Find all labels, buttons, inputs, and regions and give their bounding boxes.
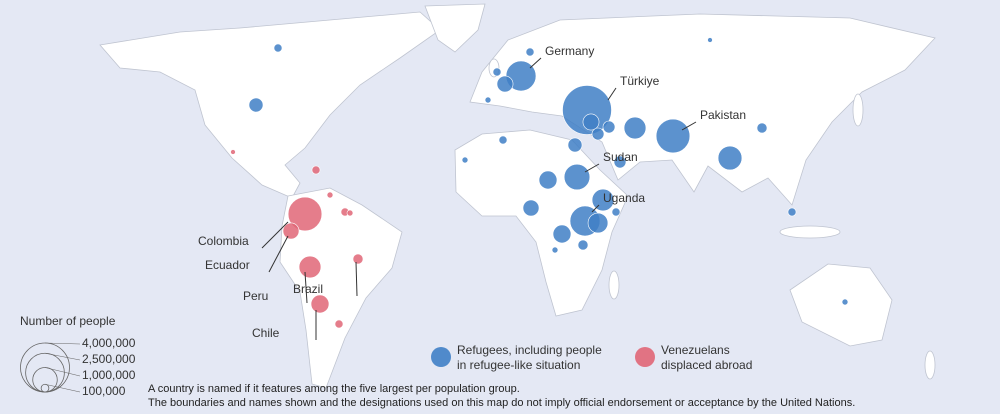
bubble (311, 165, 321, 175)
bubble (552, 224, 572, 244)
country-label: Colombia (198, 234, 249, 248)
bubble (282, 222, 300, 240)
leader-line (261, 221, 289, 249)
bubble (623, 116, 647, 140)
leader-line (529, 57, 542, 69)
note: The boundaries and names shown and the d… (148, 397, 855, 409)
size-legend-leader (44, 342, 81, 345)
country-label: Ecuador (205, 258, 250, 272)
bubble (587, 212, 609, 234)
bubble (461, 156, 469, 164)
leader-line (681, 121, 697, 131)
country-label: Brazil (293, 282, 323, 296)
bubble (496, 75, 514, 93)
size-legend-label: 4,000,000 (82, 336, 136, 350)
size-legend-label: 1,000,000 (82, 368, 136, 382)
bubble (334, 319, 344, 329)
bubble (352, 253, 364, 265)
japan (852, 93, 864, 127)
legend: Refugees, including people in refugee-lik… (431, 343, 752, 372)
legend-label: Venezuelans displaced abroad (661, 343, 752, 372)
country-label: Peru (243, 289, 268, 303)
country-label: Pakistan (700, 108, 746, 122)
size-legend-label: 100,000 (82, 384, 126, 398)
bubble (310, 294, 330, 314)
bubble (248, 97, 264, 113)
bubble (591, 188, 615, 212)
size-legend-leader (44, 383, 81, 393)
new-zealand (924, 350, 936, 380)
country-label: Türkiye (620, 74, 660, 88)
greenland (424, 3, 486, 53)
leader-line (355, 261, 358, 297)
bubble (230, 149, 236, 155)
bubble (563, 163, 591, 191)
bubble (613, 155, 627, 169)
country-label: Sudan (603, 150, 638, 164)
bubble (787, 207, 797, 217)
legend-swatch (431, 347, 451, 367)
legend-label: Refugees, including people in refugee-lik… (457, 343, 602, 372)
country-labels: Türkiye Germany Pakistan Sudan Uganda Colombi… (198, 44, 746, 340)
leader-line (304, 271, 308, 304)
bubble (567, 137, 583, 153)
south-america (279, 187, 403, 389)
leader-line (268, 235, 289, 273)
bubble (522, 199, 540, 217)
size-legend-leader (44, 352, 81, 361)
australia (789, 263, 893, 347)
bubble (498, 135, 508, 145)
bubble (717, 145, 743, 171)
bubble (538, 170, 558, 190)
madagascar (608, 270, 620, 300)
leader-line (607, 87, 617, 101)
north-america (99, 11, 441, 199)
country-label: Uganda (603, 191, 645, 205)
indonesia (779, 225, 841, 239)
size-legend-circle (32, 367, 58, 393)
bubble (326, 191, 334, 199)
size-legend-circle (25, 352, 65, 393)
bubble (591, 127, 605, 141)
size-legend-circle (40, 383, 50, 393)
bubble (346, 209, 354, 217)
bubble (484, 96, 492, 104)
bubble (841, 298, 849, 306)
legend-swatch (635, 347, 655, 367)
country-label: Germany (545, 44, 594, 58)
bubble (525, 47, 535, 57)
bubble (707, 37, 713, 43)
size-legend-leader (44, 367, 81, 377)
bubble (577, 239, 589, 251)
bubbles (230, 37, 849, 329)
size-legend-title: Number of people (20, 314, 116, 328)
note: A country is named if it features among … (148, 383, 520, 395)
bubble (655, 118, 691, 154)
bubble (756, 122, 768, 134)
bubble (273, 43, 283, 53)
bubble (287, 196, 323, 232)
leader-line (591, 204, 600, 213)
bubble (611, 207, 621, 217)
size-legend-label: 2,500,000 (82, 352, 136, 366)
bubble (492, 67, 502, 77)
bubble (582, 113, 600, 131)
bubble (298, 255, 322, 279)
bubble (551, 246, 559, 254)
bubble (602, 120, 616, 134)
leader-line (584, 163, 600, 173)
country-label: Chile (252, 326, 280, 340)
size-legend: 4,000,000 2,500,000 1,000,000 100,000 (20, 336, 136, 398)
land (99, 3, 936, 389)
